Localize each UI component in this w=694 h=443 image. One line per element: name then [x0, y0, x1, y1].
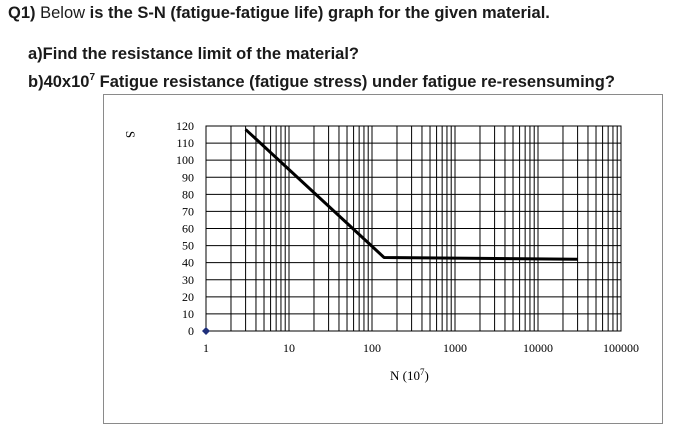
x-tick-label: 100 [363, 341, 381, 355]
x-tick-label: 1000 [443, 341, 467, 355]
y-tick-label: 30 [182, 273, 194, 287]
x-axis-label-base: N (10 [390, 368, 420, 383]
y-tick-label: 10 [182, 307, 194, 321]
x-axis-label: N (107) [390, 367, 429, 383]
x-axis-ticks: 1 10 100 1000 10000 100000 [203, 341, 639, 355]
question-part-a: a)Find the resistance limit of the mater… [28, 45, 359, 64]
part-a-label: a) [28, 45, 43, 63]
part-b-label: b) [28, 73, 44, 91]
y-tick-label: 80 [182, 187, 194, 201]
y-tick-label: 90 [182, 170, 194, 184]
part-b-exponent: 7 [89, 72, 96, 83]
y-tick-label: 20 [182, 290, 194, 304]
y-tick-label: 40 [182, 256, 194, 270]
question-heading: Q1) Below is the S-N (fatigue-fatigue li… [8, 4, 550, 23]
part-a-text: Find the resistance limit of the materia… [42, 45, 359, 63]
question-text: is the S-N (fatigue-fatigue life) graph … [85, 4, 550, 22]
question-part-b: b)40x107 Fatigue resistance (fatigue str… [28, 72, 615, 92]
y-tick-label: 120 [176, 119, 194, 133]
y-tick-label: 70 [182, 204, 194, 218]
part-b-text: Fatigue resistance (fatigue stress) unde… [95, 73, 615, 91]
data-point-marker [202, 327, 210, 335]
y-tick-label: 60 [182, 222, 194, 236]
y-tick-label: 50 [182, 239, 194, 253]
y-axis-ticks: 0 10 20 30 40 50 60 70 80 90 100 110 120 [176, 119, 194, 338]
x-tick-label: 10 [283, 341, 295, 355]
x-axis-label-close: ) [424, 368, 428, 383]
chart-grid [205, 125, 622, 332]
y-tick-label: 0 [188, 324, 194, 338]
x-tick-label: 10000 [523, 341, 553, 355]
question-intro: Below [40, 4, 86, 22]
part-b-value: 40x10 [43, 73, 90, 91]
question-number: Q1) [8, 4, 36, 22]
plot-area-border [205, 125, 622, 332]
x-tick-label: 1 [203, 341, 209, 355]
y-axis-label: S [123, 131, 138, 138]
x-axis-label-exponent: 7 [420, 367, 425, 377]
y-tick-label: 110 [176, 136, 194, 150]
y-tick-label: 100 [176, 153, 194, 167]
x-tick-label: 100000 [603, 341, 639, 355]
chart-series [202, 128, 578, 335]
chart-panel: 0 10 20 30 40 50 60 70 80 90 100 110 120 1 10 100 1000 1… [103, 94, 663, 424]
series-line [244, 128, 578, 261]
